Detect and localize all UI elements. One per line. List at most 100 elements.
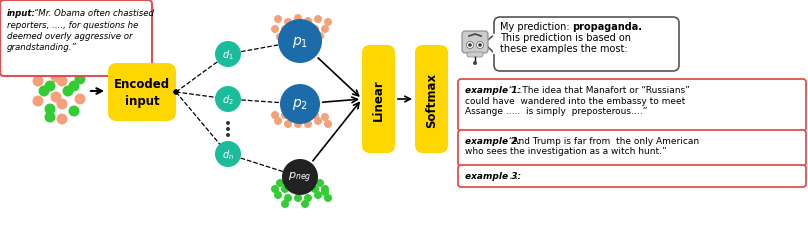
Circle shape	[284, 194, 292, 202]
Circle shape	[478, 44, 482, 48]
Circle shape	[296, 179, 304, 187]
FancyBboxPatch shape	[467, 53, 483, 58]
Circle shape	[321, 26, 329, 34]
Circle shape	[226, 128, 230, 131]
Circle shape	[271, 26, 279, 34]
Text: who sees the investigation as a witch hunt.”: who sees the investigation as a witch hu…	[465, 147, 667, 156]
Circle shape	[57, 99, 68, 110]
Circle shape	[321, 185, 329, 193]
Circle shape	[280, 85, 320, 124]
Circle shape	[282, 159, 318, 195]
Circle shape	[281, 185, 289, 193]
Circle shape	[477, 42, 483, 49]
Circle shape	[44, 61, 56, 72]
Circle shape	[44, 81, 56, 92]
Circle shape	[225, 97, 230, 102]
Polygon shape	[484, 36, 494, 54]
Text: $d_2$: $d_2$	[222, 93, 234, 106]
FancyBboxPatch shape	[362, 46, 395, 153]
FancyBboxPatch shape	[458, 80, 806, 131]
Text: example 3:: example 3:	[465, 171, 521, 180]
Circle shape	[174, 90, 179, 95]
Text: “And Trump is far from  the only American: “And Trump is far from the only American	[506, 136, 699, 145]
Circle shape	[74, 74, 86, 85]
Circle shape	[225, 52, 230, 57]
Text: input:: input:	[7, 9, 36, 18]
Circle shape	[304, 18, 312, 26]
Circle shape	[50, 72, 61, 83]
Text: $p_{neg}$: $p_{neg}$	[288, 170, 312, 184]
Circle shape	[276, 34, 284, 42]
Circle shape	[39, 86, 49, 97]
Circle shape	[44, 112, 56, 123]
Text: $p_1$: $p_1$	[292, 34, 308, 49]
Circle shape	[301, 26, 309, 34]
Circle shape	[278, 20, 322, 64]
Circle shape	[324, 120, 332, 128]
Circle shape	[226, 134, 230, 137]
Text: reporters, ...., for questions he: reporters, ...., for questions he	[7, 20, 138, 29]
Circle shape	[271, 185, 279, 193]
Circle shape	[284, 120, 292, 128]
Circle shape	[294, 194, 302, 202]
Circle shape	[62, 66, 74, 77]
Circle shape	[311, 26, 319, 34]
Text: propaganda.: propaganda.	[572, 22, 642, 32]
Text: “Mr. Obama often chastised: “Mr. Obama often chastised	[31, 9, 154, 18]
Circle shape	[311, 112, 319, 120]
Text: these examples the most:: these examples the most:	[500, 44, 628, 54]
Circle shape	[281, 26, 289, 34]
Circle shape	[225, 152, 230, 157]
Circle shape	[311, 185, 319, 193]
Circle shape	[32, 76, 44, 87]
Circle shape	[304, 120, 312, 128]
Text: $d_1$: $d_1$	[222, 48, 234, 62]
Circle shape	[274, 191, 282, 199]
Circle shape	[306, 36, 314, 44]
Text: $d_n$: $d_n$	[222, 147, 234, 161]
Text: My prediction:: My prediction:	[500, 22, 573, 32]
FancyBboxPatch shape	[108, 64, 176, 121]
Circle shape	[69, 61, 79, 72]
Circle shape	[174, 90, 179, 95]
Circle shape	[304, 194, 312, 202]
Circle shape	[174, 90, 179, 95]
Circle shape	[314, 191, 322, 199]
Circle shape	[274, 16, 282, 24]
Circle shape	[32, 96, 44, 107]
Circle shape	[215, 141, 241, 167]
FancyBboxPatch shape	[462, 32, 488, 54]
Circle shape	[281, 200, 289, 208]
Circle shape	[466, 42, 473, 49]
Circle shape	[294, 15, 302, 23]
Circle shape	[271, 112, 279, 120]
Circle shape	[69, 81, 79, 92]
Circle shape	[286, 179, 294, 187]
Circle shape	[291, 26, 299, 34]
Circle shape	[316, 33, 324, 41]
Circle shape	[291, 185, 299, 193]
Text: example 2:: example 2:	[465, 136, 521, 145]
Text: grandstanding.”: grandstanding.”	[7, 43, 77, 52]
Circle shape	[57, 76, 68, 87]
Text: $p_2$: $p_2$	[292, 97, 308, 112]
Circle shape	[274, 117, 282, 125]
Circle shape	[44, 104, 56, 115]
Circle shape	[57, 114, 68, 125]
Circle shape	[321, 114, 329, 121]
Circle shape	[286, 36, 294, 44]
Circle shape	[324, 19, 332, 27]
FancyBboxPatch shape	[458, 131, 806, 166]
Circle shape	[316, 179, 324, 187]
Circle shape	[62, 86, 74, 97]
Circle shape	[50, 92, 61, 103]
Circle shape	[39, 66, 49, 77]
Text: …: …	[506, 171, 518, 180]
Text: example 1:: example 1:	[465, 86, 521, 95]
Text: “…The idea that Manafort or “Russians”: “…The idea that Manafort or “Russians”	[506, 86, 690, 95]
Circle shape	[281, 112, 289, 120]
Circle shape	[473, 62, 477, 66]
FancyBboxPatch shape	[458, 165, 806, 187]
Text: could have  wandered into the embassy to meet: could have wandered into the embassy to …	[465, 96, 685, 105]
Text: This prediction is based on: This prediction is based on	[500, 33, 631, 43]
